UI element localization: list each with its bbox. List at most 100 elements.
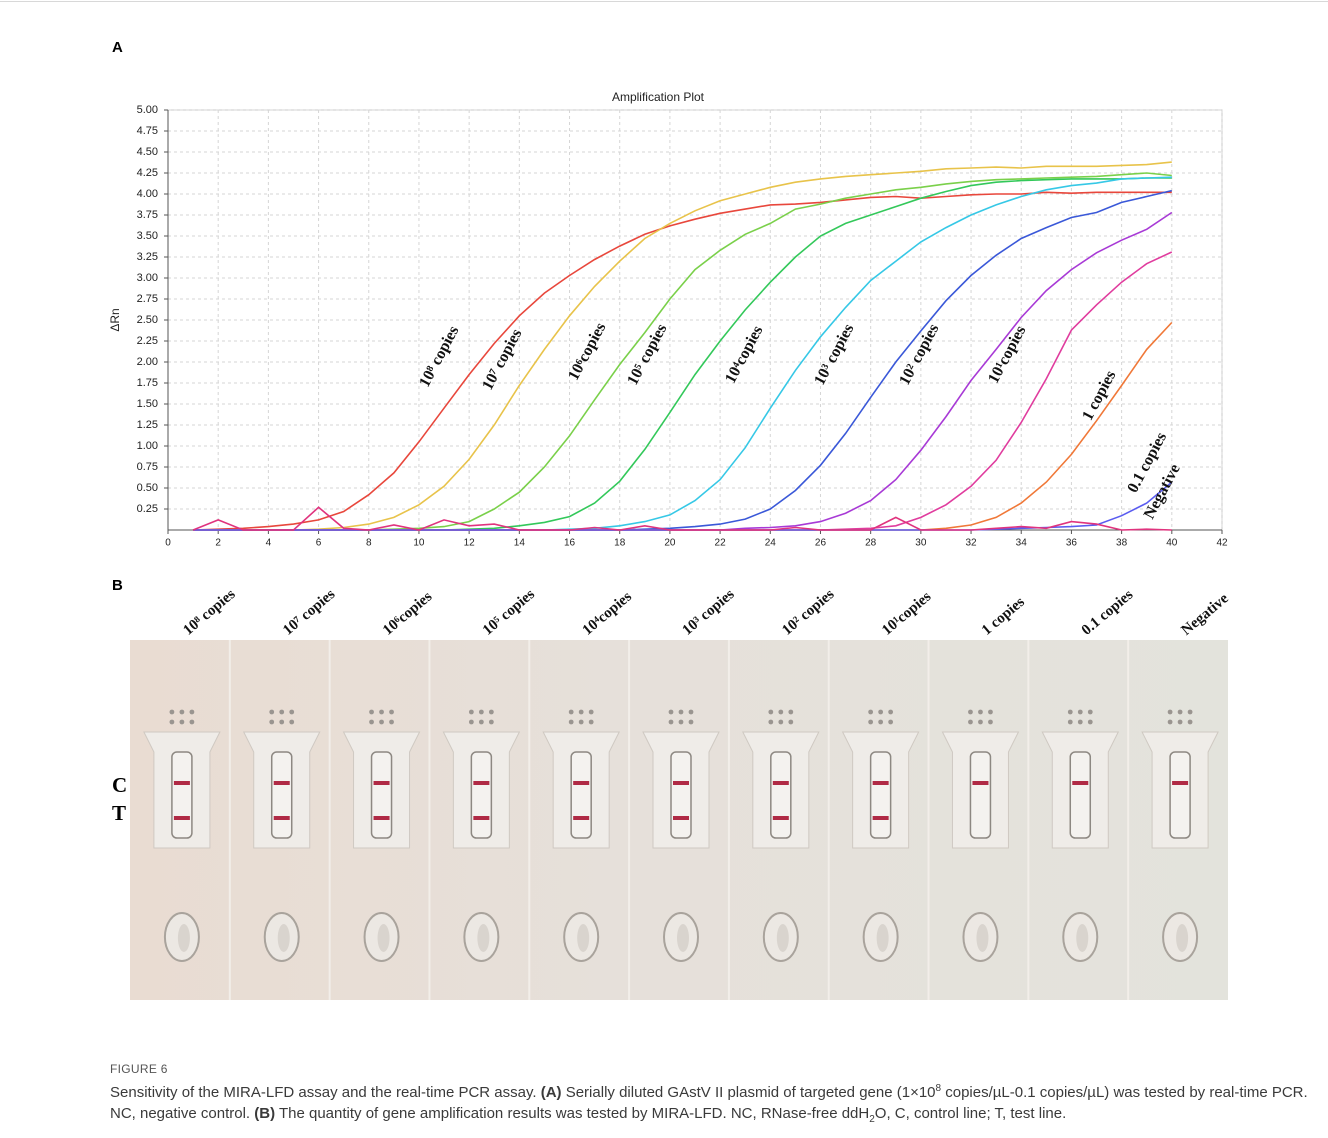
x-tick-label: 28 <box>865 538 877 549</box>
series-label: 10⁵ copies <box>624 321 670 388</box>
caption-segment: O, C, control line; T, test line. <box>874 1105 1067 1122</box>
strip-dot <box>1087 709 1093 715</box>
figure: A Amplification Plot ΔRn B C T 0.25 0.50 0… <box>108 39 1232 1000</box>
strip-slot <box>969 751 992 839</box>
test-band <box>573 816 590 820</box>
series-line <box>193 211 1173 531</box>
strip-dot <box>189 709 195 715</box>
y-tick-label: 5.00 <box>137 104 158 116</box>
strip-dot <box>468 719 474 725</box>
strip-dot <box>1077 719 1083 725</box>
strip-dot <box>478 719 484 725</box>
y-tick-label: 3.25 <box>137 251 158 263</box>
series-label: 10³ copies <box>811 321 857 388</box>
strip-dot <box>1167 719 1173 725</box>
strip-dot <box>988 709 993 715</box>
caption-segment: 8 <box>935 1083 942 1094</box>
strip-dot <box>478 709 484 715</box>
control-band <box>1072 781 1089 785</box>
panel-label: A <box>112 39 123 56</box>
strip-dot <box>568 719 574 725</box>
strip-dot <box>189 719 195 725</box>
x-tick-label: 18 <box>614 538 626 549</box>
strip-slot <box>770 751 792 839</box>
strip-dot <box>369 709 374 715</box>
strip-label: 10⁸ copies <box>180 586 238 638</box>
x-tick-label: 32 <box>965 538 977 549</box>
strip-dot <box>868 719 874 725</box>
series-line <box>193 189 1172 531</box>
x-tick-label: 10 <box>413 538 425 549</box>
control-band <box>972 781 989 785</box>
sample-well-inner <box>377 924 390 952</box>
series-label: 10⁶copies <box>565 320 609 383</box>
series-line <box>193 191 1172 531</box>
strip-label: 10² copies <box>779 586 837 638</box>
series-line <box>193 176 1172 531</box>
strip-dot <box>269 719 275 725</box>
strip-slot <box>470 751 493 839</box>
strip-dot <box>279 719 285 725</box>
x-tick-label: 26 <box>815 538 827 549</box>
strip-dot <box>269 709 275 715</box>
test-band <box>173 816 190 820</box>
test-band <box>373 816 390 820</box>
x-tick-label: 14 <box>514 538 526 549</box>
strip-label: 0.1 copies <box>1079 587 1137 639</box>
control-band <box>473 781 490 785</box>
strip-dot <box>1187 719 1193 725</box>
strip-slot <box>869 751 892 839</box>
strip-dot <box>1167 709 1173 715</box>
y-tick-label: 2.50 <box>137 314 158 326</box>
x-tick-label: 0 <box>165 538 171 549</box>
strip-dot <box>668 709 674 715</box>
line-label: C <box>112 773 127 797</box>
strip-dot <box>369 719 374 725</box>
strip-dot <box>1187 709 1193 715</box>
strip-dot <box>968 709 973 715</box>
series-label: 10⁸ copies <box>416 323 462 390</box>
y-tick-label: 0.75 <box>137 461 158 473</box>
x-tick-label: 36 <box>1066 538 1078 549</box>
y-tick-label: 2.75 <box>137 293 158 305</box>
strip-dot <box>688 719 694 725</box>
y-tick-label: 0.50 <box>137 482 158 494</box>
strip-dot <box>678 719 684 725</box>
strip-label: 10¹copies <box>879 589 934 639</box>
control-band <box>173 781 190 785</box>
y-tick-label: 0.25 <box>137 503 158 515</box>
series-line <box>193 481 1173 531</box>
strip-dot <box>578 719 584 725</box>
caption-segment: (A) <box>540 1084 562 1101</box>
strip-label: Negative <box>1179 590 1232 638</box>
strip-slot <box>1069 751 1092 839</box>
strip-dot <box>978 709 983 715</box>
x-tick-label: 40 <box>1166 538 1178 549</box>
strip-dot <box>179 719 185 725</box>
x-tick-label: 6 <box>316 538 322 549</box>
y-tick-label: 3.75 <box>137 209 158 221</box>
strip-label: 10³ copies <box>679 586 737 638</box>
strip-dot <box>668 719 674 725</box>
y-tick-label: 1.25 <box>137 419 158 431</box>
strip-label: 10⁷ copies <box>280 586 338 638</box>
strip-dot <box>588 719 594 725</box>
caption-text: Sensitivity of the MIRA-LFD assay and th… <box>110 1082 1325 1125</box>
strip-dot <box>289 709 295 715</box>
y-tick-label: 1.50 <box>137 398 158 410</box>
series-label: 10⁴copies <box>722 323 766 386</box>
sample-well-inner <box>177 924 190 952</box>
sample-well-inner <box>277 924 290 952</box>
strip-label: 1 copies <box>979 594 1028 639</box>
strip-slot <box>670 751 692 839</box>
y-tick-label: 4.75 <box>137 125 158 137</box>
y-tick-label: 3.00 <box>137 272 158 284</box>
strip-label: 10⁴copies <box>580 589 635 639</box>
sample-well-inner <box>477 924 490 952</box>
top-rule <box>0 1 1328 2</box>
strip-slot <box>570 751 592 839</box>
test-band <box>872 816 889 820</box>
strip-dot <box>868 709 874 715</box>
sample-well-inner <box>776 924 789 952</box>
